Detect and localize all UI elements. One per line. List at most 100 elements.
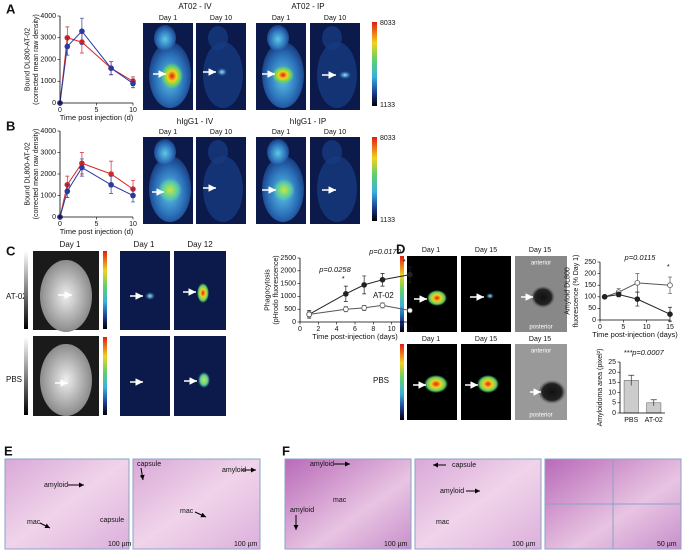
panel-label: D [396,241,405,256]
panel-label: F [282,443,290,458]
data-point [379,302,386,309]
y-tick-label: 15 [608,379,616,386]
ivis-image [120,251,170,330]
colorbar [400,344,404,420]
y-tick-label: 10 [608,389,616,396]
y-axis-label: (pHrodo fluorescence) [273,255,280,324]
colorbar [103,251,107,329]
y-axis-label: (corrected mean raw density) [33,14,40,105]
series-line [59,37,134,104]
histology-image [132,458,261,550]
y-tick-label: 200 [584,270,596,277]
x-tick-label: 2 [316,326,320,333]
data-point [407,307,413,314]
amyloidoma [538,380,566,404]
scale-bar-label: 100 µm [108,541,132,548]
day-label: Day 15 [475,247,497,254]
y-axis-label: fluorescence (% Day 1) [573,255,580,328]
photo-body [40,344,92,416]
group-label: AT02 - IP [291,2,324,11]
annotation: amyloid [222,467,246,474]
annotation: amyloid [44,482,68,489]
error-bar [628,374,635,386]
series-line [604,282,671,298]
x-tick-label: 10 [388,326,396,333]
day-label: Day 15 [529,247,551,254]
annotation: capsule [100,517,124,524]
x-tick-label: 5 [95,221,99,228]
scale-bar-label: 100 µm [384,541,408,548]
data-point [79,164,85,171]
y-tick-label: 1500 [280,280,296,287]
data-point [361,282,367,288]
annotation: p=0.0170 [368,247,401,256]
signal [161,63,183,89]
y-axis-label: Amyloidoma area (pixel²) [597,349,604,427]
y-tick-label: 3000 [40,35,56,42]
series-line [604,293,671,315]
x-tick-label: 4 [335,326,339,333]
series-line [59,30,134,104]
y-tick-label: 2000 [40,56,56,63]
data-point [79,28,85,35]
x-tick-label: AT-02 [645,417,663,424]
y-tick-label: 250 [584,259,596,266]
group-label: AT02 - IV [178,2,212,11]
signal [158,178,182,202]
colorbar [372,22,377,106]
day-label: Day 10 [210,129,232,136]
histology-image [284,458,412,550]
group-label: hIgG1 - IP [290,117,326,126]
y-tick-label: 3000 [40,149,56,156]
data-point [130,80,136,87]
colorbar-label: 8033 [380,20,396,27]
y-tick-label: 0 [592,317,596,324]
y-axis-label: Bound DL800-AT-02 [24,142,31,205]
annotation: mac [180,508,194,515]
series-line [309,304,411,315]
group-label: hIgG1 - IV [177,117,214,126]
day-label: Day 1 [422,247,440,254]
y-tick-label: 0 [612,410,616,417]
ivis-image [461,256,511,332]
x-tick-label: 0 [298,326,302,333]
row-label: PBS [6,375,22,384]
day-label: Day 1 [159,15,177,22]
amyloidoma [531,286,555,308]
histology-image [414,458,542,550]
signal [424,375,448,393]
annotation: *** [624,348,634,357]
annotation: p=0.0007 [631,348,664,357]
annotation: amyloid [310,461,334,468]
histology-image [4,458,130,550]
y-tick-label: 1000 [280,293,296,300]
signal [339,71,351,79]
orientation-label: posterior [529,325,552,331]
annotation: p=0.0258 [318,265,351,274]
x-tick-label: 0 [58,221,62,228]
signal [145,292,155,300]
data-point [634,296,641,302]
day-label: Day 10 [210,15,232,22]
y-tick-label: 4000 [40,128,56,135]
annotation: mac [436,519,450,526]
signal [197,283,209,303]
x-axis-label: Time post injection (d) [60,227,134,236]
data-point [667,311,673,318]
y-axis-label: Phagocytosis [264,269,271,311]
data-point [306,311,312,318]
arrow [194,511,207,518]
annotation: amyloid [440,488,464,495]
x-axis-label: Time post injection (d) [60,113,134,122]
day-label: Day 10 [324,15,346,22]
data-point [343,306,349,313]
signal [272,66,294,84]
ivis-image [310,137,360,224]
series-line [59,166,134,218]
signal [486,293,494,299]
panel-label: A [6,1,16,16]
colorbar [24,337,28,415]
data-point [108,65,114,71]
y-tick-label: 1000 [40,192,56,199]
